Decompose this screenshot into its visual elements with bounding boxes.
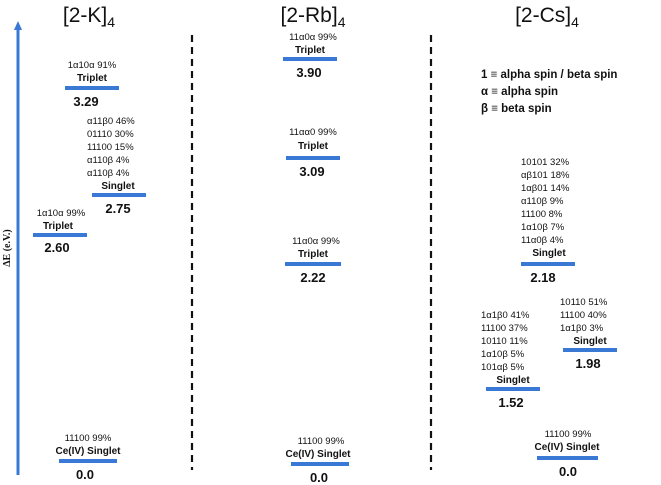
config-line: 11α0β 4%	[521, 235, 564, 246]
config-line: α110β 4%	[87, 168, 130, 179]
level-group-cs-singlet-1: 10101 32% αβ101 18% 1αβ01 14% α110β 9% 1…	[521, 157, 575, 285]
config-line: 10101 32%	[521, 157, 570, 168]
level-group-cs-ground: 11100 99% Ce(IV) Singlet 0.0	[534, 429, 600, 479]
config-line: 1α10β 7%	[521, 222, 565, 233]
config-line: 11αα0 99%	[289, 127, 337, 138]
level-group-k-triplet-1: 1α10α 91% Triplet 3.29	[65, 60, 119, 109]
level-group-k-triplet-2: 1α10α 99% Triplet 2.60	[33, 208, 87, 255]
state-label: Triplet	[43, 221, 74, 232]
legend-line: β ≡ beta spin	[481, 103, 552, 115]
energy-value: 3.09	[299, 164, 324, 179]
config-line: 11100 40%	[560, 310, 607, 321]
state-label: Singlet	[532, 248, 566, 259]
config-line: 11α0α 99%	[292, 236, 340, 247]
config-line: α110β 4%	[87, 155, 130, 166]
config-line: 11100 37%	[481, 323, 528, 334]
config-line: 01110 30%	[87, 129, 134, 140]
state-label: Ce(IV) Singlet	[534, 442, 600, 453]
config-line: 1α10α 99%	[37, 208, 86, 219]
config-line: 1α10α 91%	[68, 60, 117, 71]
level-group-cs-singlet-3: 10110 51% 11100 40% 1α1β0 3% Singlet 1.9…	[560, 297, 617, 371]
energy-value: 2.22	[300, 270, 325, 285]
energy-value: 2.75	[105, 201, 130, 216]
config-line: 11100 15%	[87, 142, 134, 153]
state-label: Singlet	[496, 375, 530, 386]
level-group-rb-triplet-2: 11αα0 99% Triplet 3.09	[286, 127, 340, 179]
config-line: 101αβ 5%	[481, 362, 525, 373]
energy-value: 0.0	[310, 470, 328, 485]
state-label: Ce(IV) Singlet	[285, 449, 351, 460]
config-line: 11α0α 99%	[289, 32, 337, 43]
state-label: Ce(IV) Singlet	[55, 446, 121, 457]
config-line: α110β 9%	[521, 196, 564, 207]
state-label: Triplet	[298, 141, 329, 152]
column-title-rb: [2-Rb]4	[281, 4, 346, 30]
config-line: 11100 99%	[545, 429, 592, 440]
energy-value: 2.60	[44, 240, 69, 255]
energy-value: 0.0	[559, 464, 577, 479]
state-label: Triplet	[295, 45, 326, 56]
column-title-k: [2-K]4	[63, 4, 115, 30]
level-group-cs-singlet-2: 1α1β0 41% 11100 37% 10110 11% 1α10β 5% 1…	[481, 310, 540, 410]
legend-line: 1 ≡ alpha spin / beta spin	[481, 69, 617, 81]
column-title-cs: [2-Cs]4	[515, 4, 579, 30]
config-line: 1αβ01 14%	[521, 183, 570, 194]
level-group-rb-triplet-3: 11α0α 99% Triplet 2.22	[285, 236, 341, 285]
state-label: Triplet	[77, 73, 108, 84]
config-line: α11β0 46%	[87, 116, 135, 127]
config-line: 11100 99%	[298, 436, 345, 447]
energy-value: 3.29	[73, 94, 98, 109]
state-label: Triplet	[298, 249, 329, 260]
level-group-rb-triplet-1: 11α0α 99% Triplet 3.90	[283, 32, 337, 80]
energy-value: 1.98	[575, 356, 600, 371]
legend: 1 ≡ alpha spin / beta spin α ≡ alpha spi…	[481, 69, 617, 115]
level-group-k-singlet: α11β0 46% 01110 30% 11100 15% α110β 4% α…	[87, 116, 146, 216]
energy-axis-label: ΔE (e.V.)	[2, 229, 13, 266]
config-line: 1α10β 5%	[481, 349, 525, 360]
config-line: 10110 51%	[560, 297, 608, 308]
level-group-rb-ground: 11100 99% Ce(IV) Singlet 0.0	[285, 436, 351, 485]
config-line: 1α1β0 3%	[560, 323, 604, 334]
config-line: αβ101 18%	[521, 170, 570, 181]
energy-value: 3.90	[296, 65, 321, 80]
energy-value: 0.0	[76, 467, 94, 482]
energy-value: 2.18	[530, 270, 555, 285]
energy-value: 1.52	[498, 395, 523, 410]
config-line: 11100 8%	[521, 209, 563, 220]
level-group-k-ground: 11100 99% Ce(IV) Singlet 0.0	[55, 433, 121, 482]
state-label: Singlet	[573, 336, 607, 347]
legend-line: α ≡ alpha spin	[481, 86, 558, 98]
config-line: 10110 11%	[481, 336, 528, 347]
state-label: Singlet	[101, 181, 135, 192]
config-line: 11100 99%	[65, 433, 112, 444]
config-line: 1α1β0 41%	[481, 310, 530, 321]
